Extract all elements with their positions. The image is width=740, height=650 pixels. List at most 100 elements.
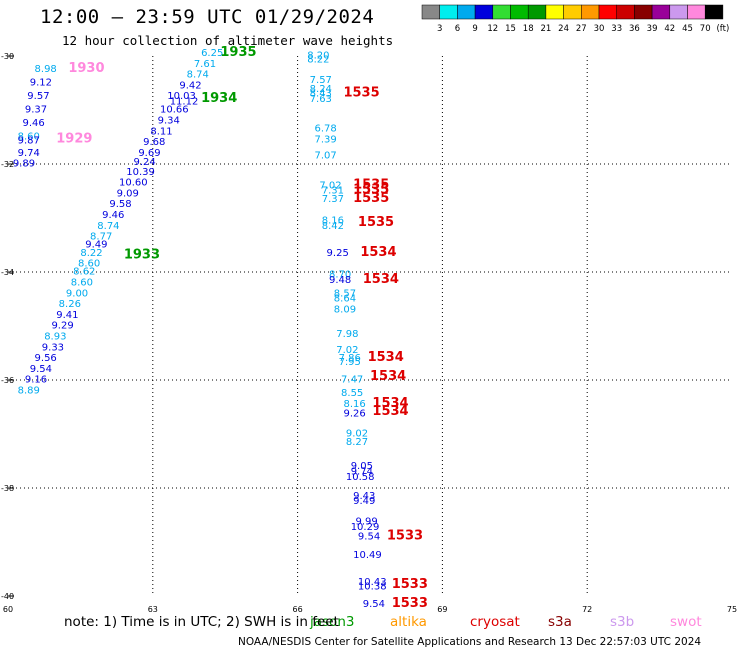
wave-height-value: 8.70	[329, 269, 351, 280]
legend-label: 39	[647, 24, 658, 34]
legend-label: 33	[611, 24, 622, 34]
legend-label: 42	[664, 24, 675, 34]
wave-height-value: 7.57	[310, 75, 332, 86]
legend-label: 24	[558, 24, 569, 34]
wave-height-value: 7.07	[314, 151, 336, 162]
wave-height-value: 6.78	[314, 124, 336, 135]
pass-time-label: 1534	[370, 369, 406, 384]
lon-tick-label: 66	[293, 605, 303, 614]
legend-label: 12	[487, 24, 498, 34]
legend-swatch	[634, 4, 653, 20]
pass-time-label: 1534	[368, 350, 404, 365]
pass-time-label: 1933	[124, 248, 160, 263]
wave-height-value: 9.54	[30, 364, 52, 375]
wave-height-value: 9.68	[143, 137, 165, 148]
lat-tick-label: -34	[1, 268, 14, 277]
lon-tick-label: 72	[582, 605, 592, 614]
legend-swatch	[527, 4, 547, 20]
lon-tick-label: 75	[727, 605, 737, 614]
pass-time-label: 1534	[360, 245, 396, 260]
pass-time-label: 1934	[201, 91, 237, 106]
wave-height-value: 7.37	[322, 194, 344, 205]
legend-label: 45	[682, 24, 693, 34]
wave-height-value: 8.26	[59, 299, 81, 310]
lon-tick-label: 69	[437, 605, 447, 614]
wave-height-value: 9.24	[133, 157, 155, 168]
legend-swatch	[439, 4, 458, 20]
legend-label: 9	[472, 24, 477, 34]
wave-height-value: 9.42	[179, 80, 201, 91]
legend-label: 27	[576, 24, 587, 34]
wave-height-value: 8.60	[71, 278, 93, 289]
pass-time-label: 1535	[353, 191, 389, 206]
lat-tick-label: -36	[1, 376, 14, 385]
lat-tick-label: -30	[1, 52, 14, 61]
legend-swatch	[704, 4, 724, 20]
pass-time-label: 1535	[353, 177, 389, 192]
wave-height-value: 10.43	[358, 577, 387, 588]
pass-time-label: 1535	[343, 86, 379, 101]
wave-height-value: 8.93	[44, 332, 66, 343]
wave-height-value: 9.69	[138, 148, 160, 159]
legend-label: 18	[523, 24, 534, 34]
pass-time-label: 1929	[56, 131, 92, 146]
wave-height-value: 7.31	[322, 186, 344, 197]
satellite-label: s3b	[610, 614, 634, 630]
wave-height-value: 10.39	[126, 167, 155, 178]
wave-height-value: 9.58	[109, 199, 131, 210]
satellite-label: cryosat	[470, 614, 520, 630]
wave-height-value: 9.74	[18, 148, 40, 159]
wave-height-value: 9.87	[18, 135, 40, 146]
pass-time-label: 1535	[353, 183, 389, 198]
wave-height-value: 8.11	[150, 126, 172, 137]
wave-height-value: 9.16	[25, 375, 47, 386]
wave-height-value: 10.66	[160, 105, 189, 116]
legend-label: 15	[505, 24, 516, 34]
satellite-label: swot	[670, 614, 702, 630]
legend-swatch	[545, 4, 564, 20]
wave-height-value: 8.62	[73, 267, 95, 278]
wave-height-labels: 6.257.618.749.4210.0311.1210.669.348.119…	[13, 48, 387, 610]
pass-time-label: 1534	[363, 272, 399, 287]
legend-swatch	[563, 4, 582, 20]
wave-height-value: 9.26	[343, 409, 365, 420]
wave-height-value: 11.12	[170, 97, 199, 108]
wave-height-value: 9.00	[66, 288, 88, 299]
wave-height-value: 7.02	[336, 345, 358, 356]
legend-label: 70	[700, 24, 711, 34]
legend-swatch	[510, 4, 529, 20]
wave-height-value: 7.95	[339, 357, 361, 368]
wave-height-value: 8.60	[18, 132, 40, 143]
wave-height-value: 9.41	[56, 310, 78, 321]
wave-height-value: 7.47	[341, 375, 363, 386]
wave-height-value: 8.98	[35, 64, 57, 75]
wave-height-value: 9.12	[30, 78, 52, 89]
legend-label: 30	[594, 24, 605, 34]
wave-height-value: 8.77	[90, 232, 112, 243]
wave-height-value: 8.16	[322, 215, 344, 226]
legend-swatch	[598, 4, 617, 20]
wave-height-value: 10.58	[346, 472, 375, 483]
legend-label: 3	[437, 24, 442, 34]
pass-time-label: 1533	[392, 596, 428, 611]
wave-height-value: 9.29	[51, 321, 73, 332]
satellite-label: s3a	[548, 614, 572, 630]
legend-swatch	[457, 4, 476, 20]
pass-time-label: 1535	[358, 215, 394, 230]
credit-line: NOAA/NESDIS Center for Satellite Applica…	[238, 636, 701, 648]
pass-time-label: 1533	[387, 528, 423, 543]
legend-swatch	[581, 4, 600, 20]
legend-label: (ft)	[716, 24, 729, 34]
pass-time-label: 1533	[392, 577, 428, 592]
wave-height-value: 9.57	[27, 91, 49, 102]
wave-height-value: 10.29	[351, 522, 380, 533]
pass-time-labels: 1935193419331930192915351535153515351535…	[56, 45, 428, 611]
wave-height-value: 10.60	[119, 178, 148, 189]
wave-height-value: 9.49	[85, 240, 107, 251]
pass-time-label: 1935	[220, 45, 256, 60]
wave-height-value: 9.05	[351, 461, 373, 472]
wave-height-value: 10.38	[358, 582, 387, 593]
legend-label: 36	[629, 24, 640, 34]
wave-height-value: 9.74	[351, 467, 373, 478]
